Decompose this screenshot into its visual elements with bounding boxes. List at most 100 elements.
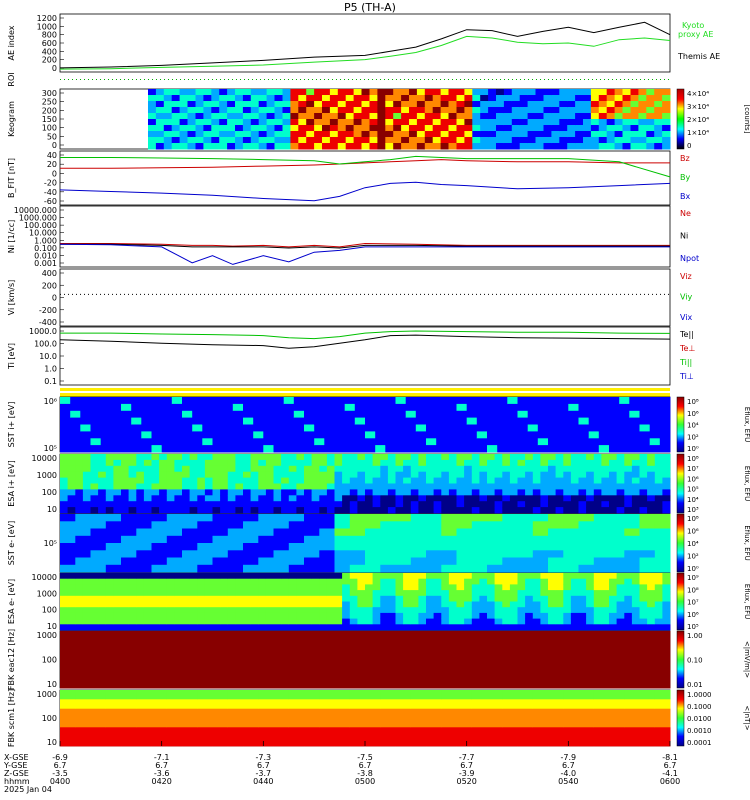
spectrogram-cell bbox=[471, 489, 480, 496]
spectrogram-cell bbox=[456, 573, 465, 580]
spectrogram-cell bbox=[403, 601, 412, 608]
spectrogram-cell bbox=[532, 584, 541, 591]
spectrogram-cell bbox=[357, 489, 366, 496]
spectrogram-cell bbox=[525, 465, 534, 473]
keogram-cell bbox=[361, 137, 370, 144]
spectrogram-cell bbox=[433, 578, 442, 585]
keogram-cell bbox=[480, 143, 489, 150]
spectrogram-cell bbox=[380, 550, 396, 558]
spectrogram-cell bbox=[227, 736, 244, 747]
spectrogram-cell bbox=[281, 489, 290, 496]
spectrogram-cell bbox=[311, 578, 320, 585]
spectrogram-cell bbox=[456, 708, 473, 719]
spectrogram-cell bbox=[250, 601, 259, 608]
spectrogram-cell bbox=[265, 489, 274, 496]
keogram-cell bbox=[472, 137, 481, 144]
spectrogram-cell bbox=[570, 595, 579, 602]
spectrogram-cell bbox=[151, 431, 163, 439]
spectrogram-cell bbox=[281, 454, 290, 461]
spectrogram-cell bbox=[334, 454, 343, 461]
keogram-cell bbox=[298, 125, 307, 132]
spectrogram-cell bbox=[141, 417, 152, 425]
spectrogram-cell bbox=[548, 590, 556, 597]
spectrogram-cell bbox=[365, 431, 376, 439]
spectrogram-cell bbox=[192, 397, 203, 405]
keogram-cell bbox=[583, 113, 592, 120]
keogram-cell bbox=[543, 131, 552, 138]
spectrogram-cell bbox=[80, 403, 91, 412]
spectrogram-cell bbox=[456, 578, 465, 585]
spectrogram-cell bbox=[141, 431, 152, 439]
spectrogram-cell bbox=[265, 471, 274, 478]
spectrogram-cell bbox=[639, 564, 656, 573]
spectrogram-cell bbox=[487, 454, 495, 461]
spectrogram-cell bbox=[375, 438, 386, 446]
spectrogram-cell bbox=[380, 578, 389, 585]
keogram-cell bbox=[369, 137, 378, 144]
spectrogram-cell bbox=[151, 403, 163, 412]
spectrogram-cell bbox=[182, 514, 198, 522]
spectrogram-cell bbox=[250, 459, 259, 467]
spectrogram-cell bbox=[649, 424, 661, 432]
spectrogram-cell bbox=[265, 495, 274, 502]
legend-entry: Viz bbox=[680, 272, 692, 281]
spectrogram-cell bbox=[189, 578, 198, 585]
spectrogram-cell bbox=[113, 612, 122, 619]
spectrogram-cell bbox=[171, 431, 183, 439]
spectrogram-cell bbox=[253, 410, 264, 419]
keogram-cell bbox=[385, 125, 394, 132]
spectrogram-cell bbox=[334, 410, 346, 419]
y-tick-label: 20 bbox=[47, 160, 57, 169]
spectrogram-cell bbox=[283, 445, 295, 453]
spectrogram-cell bbox=[395, 528, 412, 537]
spectrogram-cell bbox=[593, 690, 610, 700]
spectrogram-cell bbox=[166, 535, 183, 544]
keogram-cell bbox=[250, 101, 260, 108]
spectrogram-cell bbox=[426, 718, 442, 728]
spectrogram-cell bbox=[410, 590, 419, 597]
spectrogram-cell bbox=[105, 601, 114, 608]
spectrogram-cell bbox=[441, 612, 450, 619]
spectrogram-cell bbox=[448, 578, 457, 585]
spectrogram-cell bbox=[243, 417, 254, 425]
spectrogram-cell bbox=[647, 495, 656, 502]
spectrogram-cell bbox=[540, 483, 549, 490]
spectrogram-cell bbox=[258, 521, 274, 529]
spectrogram-cell bbox=[174, 477, 183, 484]
spectrogram-cell bbox=[433, 459, 442, 467]
spectrogram-cell bbox=[631, 595, 640, 602]
spectrogram-cell bbox=[517, 454, 526, 461]
spectrogram-cell bbox=[616, 483, 625, 490]
spectrogram-cell bbox=[113, 601, 122, 608]
spectrogram-cell bbox=[189, 601, 198, 608]
spectrogram-cell bbox=[189, 501, 198, 508]
spectrogram-cell bbox=[395, 708, 412, 719]
spectrogram-cell bbox=[380, 471, 389, 478]
spectrogram-cell bbox=[354, 417, 366, 425]
spectrogram-cell bbox=[624, 550, 640, 558]
spectrogram-cell bbox=[334, 417, 346, 425]
spectrogram-cell bbox=[90, 543, 107, 551]
spectrogram-cell bbox=[647, 607, 656, 614]
spectrogram-cell bbox=[197, 612, 206, 619]
spectrogram-cell bbox=[334, 403, 346, 412]
keogram-cell bbox=[662, 107, 671, 114]
spectrogram-cell bbox=[476, 397, 488, 405]
spectrogram-cell bbox=[471, 584, 480, 591]
spectrogram-cell bbox=[60, 673, 91, 689]
spectrogram-cell bbox=[662, 465, 671, 473]
spectrogram-cell bbox=[75, 607, 84, 614]
spectrogram-cell bbox=[288, 535, 305, 544]
spectrogram-cell bbox=[98, 612, 107, 619]
colorbar-tick-label: 4×10⁴ bbox=[687, 90, 709, 98]
spectrogram-cell bbox=[601, 590, 610, 597]
keogram-cell bbox=[377, 113, 386, 120]
keogram-cell bbox=[361, 125, 370, 132]
keogram-cell bbox=[583, 95, 592, 102]
spectrogram-cell bbox=[548, 477, 556, 484]
spectrogram-cell bbox=[250, 495, 259, 502]
spectrogram-cell bbox=[197, 550, 213, 558]
spectrogram-cell bbox=[296, 471, 305, 478]
spectrogram-cell bbox=[70, 424, 81, 432]
spectrogram-cell bbox=[426, 543, 442, 551]
